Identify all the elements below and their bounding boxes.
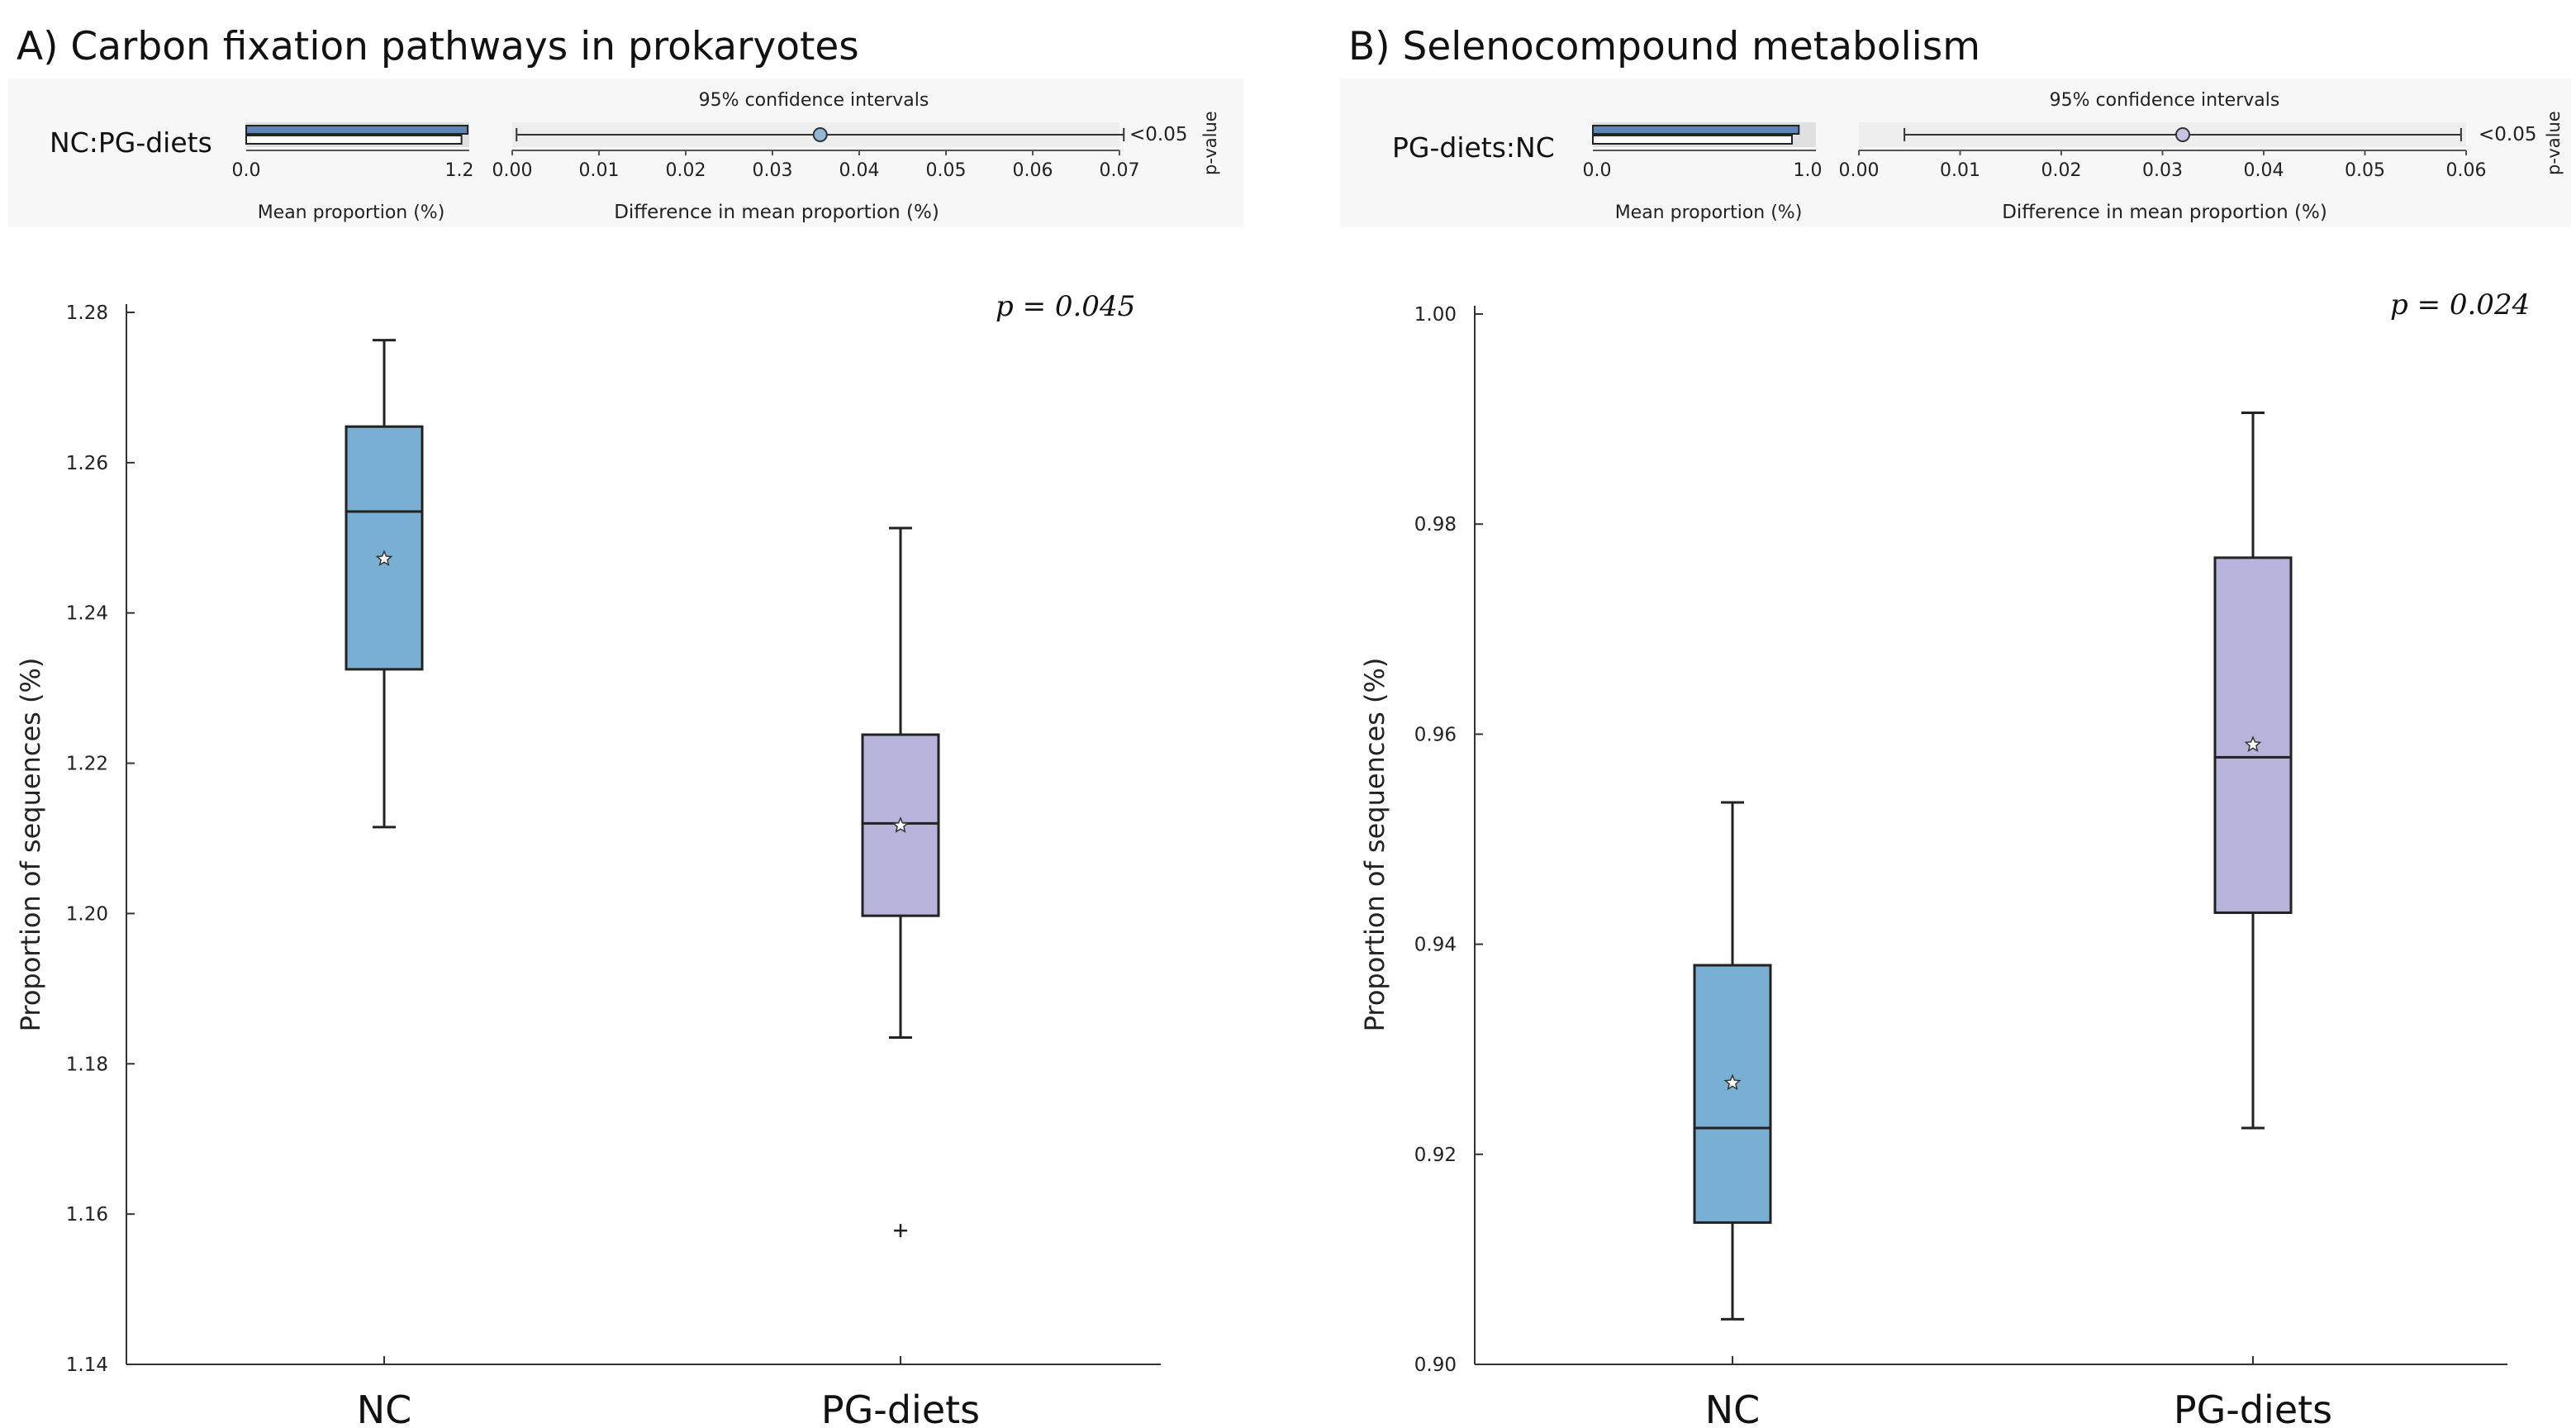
- ci-tick-label: 0.00: [492, 160, 533, 181]
- panel-b-pvalue-label: p-value: [2544, 111, 2564, 175]
- x-category-label: NC: [357, 1388, 412, 1428]
- x-category-label: PG-diets: [2174, 1388, 2332, 1428]
- ci-tick-label: 0.02: [666, 160, 706, 181]
- ci-estimate-dot: [2175, 127, 2190, 142]
- mean-axis-label: Mean proportion (%): [258, 202, 445, 223]
- mean-bar-pg: [245, 135, 463, 145]
- y-axis-label: Proportion of sequences (%): [15, 658, 46, 1032]
- y-tick-label: 0.96: [1414, 724, 1457, 745]
- p-value-annotation: p = 0.024: [2390, 288, 2530, 321]
- panel-b-pvalue: <0.05: [2479, 124, 2536, 145]
- x-category-label: PG-diets: [821, 1388, 980, 1428]
- y-tick-label: 1.22: [66, 754, 108, 775]
- mean-star: [2244, 735, 2262, 752]
- panel-a-title: A) Carbon fixation pathways in prokaryot…: [17, 24, 859, 69]
- y-tick-label: 0.94: [1414, 935, 1457, 956]
- ci-tick-label: 0.01: [579, 160, 620, 181]
- ci-tick-label: 0.06: [1013, 160, 1053, 181]
- box-pg-diets: [861, 733, 940, 917]
- mean-tick-min: 0.0: [232, 160, 261, 181]
- ci-header: 95% confidence intervals: [699, 90, 929, 111]
- y-axis-label: Proportion of sequences (%): [1359, 658, 1390, 1032]
- ci-plot: 0.00 0.01 0.02 0.03 0.04 0.05 0.06: [1839, 127, 2487, 181]
- mean-axis-label: Mean proportion (%): [1615, 202, 1803, 223]
- panel-b-comparison: PG-diets:NC: [1392, 131, 1555, 164]
- y-tick-label: 1.24: [66, 603, 108, 625]
- ci-tick-label: 0.04: [2244, 160, 2284, 181]
- y-tick-label: 0.90: [1414, 1354, 1457, 1376]
- panel-a-comparison: NC:PG-diets: [50, 126, 212, 159]
- mean-bar-nc: [1592, 135, 1793, 145]
- boxplot-b: 0.90 0.92 0.94 0.96 0.98 1.00 NC PG-diets: [1414, 304, 2507, 1428]
- panel-a-pvalue-label: p-value: [1200, 111, 1220, 175]
- y-tick-label: 1.18: [66, 1054, 108, 1075]
- box-nc: [1693, 964, 1772, 1224]
- ci-tick-label: 0.01: [1940, 160, 1980, 181]
- y-tick-label: 1.16: [66, 1204, 108, 1226]
- ci-tick-label: 0.05: [926, 160, 967, 181]
- ci-plot: 0.00 0.01 0.02 0.03 0.04 0.05 0.06 0.07: [492, 127, 1140, 181]
- outlier-marker: [894, 1224, 907, 1238]
- panel-b-title: B) Selenocompound metabolism: [1348, 24, 1980, 69]
- ci-tick-label: 0.04: [839, 160, 880, 181]
- ci-estimate-dot: [812, 127, 828, 142]
- y-tick-label: 1.26: [66, 453, 108, 474]
- mean-bar-nc: [245, 125, 469, 135]
- ci-tick-label: 0.05: [2345, 160, 2385, 181]
- panel-b: B) Selenocompound metabolism PG-diets:NC…: [1340, 24, 2571, 1428]
- panel-a-pvalue: <0.05: [1129, 124, 1187, 145]
- boxplot-a: 1.14 1.16 1.18 1.20 1.22 1.24 1.26 1.28 NC PG-die…: [66, 302, 1161, 1428]
- y-tick-label: 1.00: [1414, 304, 1457, 326]
- x-category-label: NC: [1705, 1388, 1761, 1428]
- mean-star: [891, 816, 910, 833]
- ci-axis-label: Difference in mean proportion (%): [614, 202, 939, 223]
- ci-header: 95% confidence intervals: [2050, 90, 2280, 111]
- mean-star: [1723, 1073, 1742, 1091]
- mean-tick-max: 1.0: [1794, 160, 1823, 181]
- mean-tick-max: 1.2: [445, 160, 474, 181]
- ci-axis-label: Difference in mean proportion (%): [2002, 202, 2327, 223]
- y-tick-label: 1.14: [66, 1354, 108, 1376]
- ci-tick-label: 0.03: [753, 160, 793, 181]
- ci-tick-label: 0.07: [1100, 160, 1140, 181]
- box-pg-diets: [2213, 556, 2293, 914]
- mean-star: [375, 550, 393, 567]
- y-tick-label: 0.92: [1414, 1145, 1457, 1166]
- ci-tick-label: 0.02: [2041, 160, 2082, 181]
- mean-bar-pg: [1592, 125, 1800, 135]
- ci-tick-label: 0.03: [2142, 160, 2183, 181]
- y-tick-label: 1.20: [66, 903, 108, 925]
- p-value-annotation: p = 0.045: [996, 290, 1135, 323]
- ci-tick-label: 0.00: [1839, 160, 1880, 181]
- panel-a: A) Carbon fixation pathways in prokaryot…: [8, 24, 1243, 1428]
- box-nc: [345, 425, 424, 671]
- y-tick-label: 0.98: [1414, 514, 1457, 536]
- mean-tick-min: 0.0: [1583, 160, 1612, 181]
- ci-tick-label: 0.06: [2446, 160, 2487, 181]
- y-tick-label: 1.28: [66, 302, 108, 324]
